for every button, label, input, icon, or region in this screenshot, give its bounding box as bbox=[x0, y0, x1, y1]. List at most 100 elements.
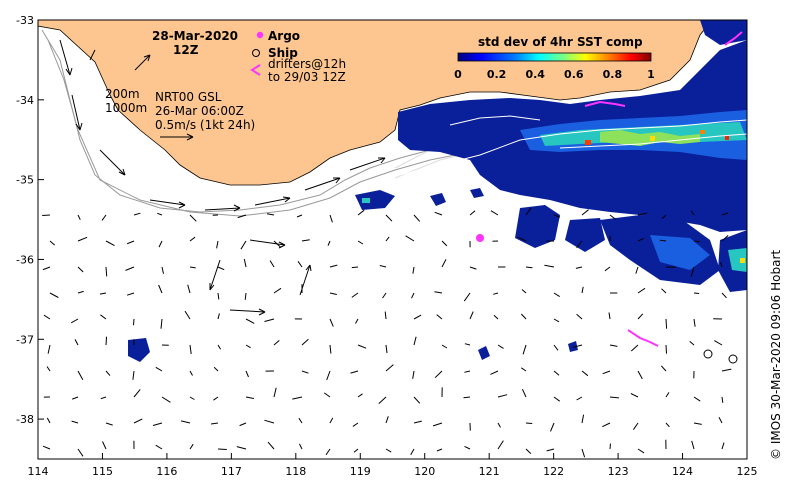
current-vector bbox=[217, 313, 220, 320]
current-vector bbox=[637, 237, 644, 242]
current-vector bbox=[217, 344, 222, 350]
drifter-legend-icon bbox=[250, 64, 261, 76]
current-vector bbox=[296, 214, 303, 218]
colorbar-title: std dev of 4hr SST comp bbox=[478, 35, 643, 49]
current-vector bbox=[661, 288, 667, 294]
current-vector bbox=[239, 422, 247, 427]
current-vector bbox=[637, 212, 647, 216]
current-vector bbox=[575, 266, 583, 269]
current-vector bbox=[77, 370, 84, 380]
current-vector bbox=[133, 212, 141, 216]
current-vector bbox=[189, 396, 195, 400]
current-vector bbox=[665, 344, 667, 354]
current-vector bbox=[102, 441, 107, 450]
current-vector bbox=[244, 292, 247, 300]
current-vector bbox=[100, 396, 107, 400]
current-vector bbox=[217, 266, 225, 271]
current-vector bbox=[413, 420, 422, 424]
drifters-legend-line2: to 29/03 12Z bbox=[268, 70, 346, 84]
current-vector bbox=[47, 344, 51, 354]
current-vector bbox=[405, 235, 415, 242]
current-vector bbox=[42, 266, 51, 271]
current-vector bbox=[357, 393, 363, 398]
map-time: 12Z bbox=[173, 43, 199, 57]
current-vector bbox=[434, 291, 443, 294]
ship-legend-icon bbox=[252, 49, 260, 57]
x-tick-label: 119 bbox=[350, 465, 371, 478]
current-vector bbox=[525, 207, 532, 216]
current-vector bbox=[99, 292, 107, 295]
current-vector bbox=[180, 420, 191, 424]
current-vector bbox=[216, 240, 219, 249]
current-vector bbox=[100, 314, 107, 320]
current-vector bbox=[350, 370, 359, 374]
current-vector bbox=[264, 318, 275, 322]
current-vector bbox=[301, 370, 309, 374]
current-vector bbox=[236, 446, 247, 450]
current-vector bbox=[158, 240, 163, 248]
current-vector bbox=[721, 442, 725, 450]
current-vector bbox=[184, 310, 191, 320]
current-vector bbox=[609, 396, 619, 399]
current-vector bbox=[581, 448, 586, 458]
current-vector bbox=[126, 240, 135, 245]
current-vector bbox=[49, 240, 56, 246]
current-vector bbox=[432, 422, 443, 427]
current-vector bbox=[497, 344, 504, 349]
current-vector bbox=[213, 366, 219, 372]
current-vector bbox=[576, 396, 583, 401]
current-vector bbox=[70, 318, 79, 324]
x-tick-label: 117 bbox=[221, 465, 242, 478]
current-vector bbox=[152, 422, 163, 426]
current-vector bbox=[273, 340, 280, 346]
colorbar-tick-label: 0.6 bbox=[564, 68, 584, 81]
current-vector bbox=[693, 318, 696, 327]
current-vector bbox=[718, 416, 723, 424]
current-vector bbox=[155, 366, 163, 372]
current-vector bbox=[329, 264, 338, 268]
current-vector bbox=[490, 370, 499, 375]
current-vector bbox=[189, 266, 196, 269]
current-vector bbox=[329, 318, 334, 327]
current-vector bbox=[267, 441, 275, 450]
current-vector bbox=[434, 370, 443, 379]
current-vector bbox=[77, 290, 84, 294]
x-tick-label: 121 bbox=[479, 465, 500, 478]
ocean-current-streamlines bbox=[399, 115, 748, 176]
current-vector bbox=[721, 396, 724, 403]
current-vector bbox=[160, 318, 163, 329]
current-vector bbox=[553, 318, 560, 323]
current-vector bbox=[125, 266, 135, 271]
current-vector bbox=[382, 292, 387, 299]
current-vector bbox=[329, 214, 333, 223]
current-vector bbox=[630, 393, 639, 398]
current-vector bbox=[301, 239, 310, 242]
current-vector bbox=[441, 240, 448, 247]
current-vector bbox=[187, 284, 191, 294]
current-vector bbox=[553, 292, 560, 298]
current-vector bbox=[464, 343, 471, 346]
current-vector bbox=[298, 417, 303, 424]
current-vector bbox=[326, 370, 331, 381]
current-vector bbox=[292, 396, 303, 400]
current-vector bbox=[637, 287, 646, 294]
current-vector bbox=[329, 344, 332, 354]
current-vector bbox=[273, 387, 277, 398]
current-vector bbox=[379, 265, 387, 268]
current-vector bbox=[351, 266, 359, 269]
contour-label-1000m: 1000m bbox=[105, 101, 147, 115]
current-vector bbox=[158, 284, 163, 294]
current-vector bbox=[71, 420, 79, 424]
current-vector bbox=[77, 448, 84, 457]
vector-field-small bbox=[42, 207, 732, 458]
colorbar-tick-label: 0.4 bbox=[525, 68, 545, 81]
imos-credit: © IMOS 30-Mar-2020 09:06 Hobart bbox=[769, 250, 783, 460]
current-vector bbox=[357, 209, 365, 216]
current-vector bbox=[464, 445, 471, 450]
y-tick-label: -33 bbox=[16, 14, 34, 27]
argo-float-marker bbox=[476, 234, 484, 242]
y-tick-label: -36 bbox=[16, 253, 34, 266]
current-vector bbox=[632, 422, 639, 430]
y-tick-label: -38 bbox=[16, 413, 34, 426]
